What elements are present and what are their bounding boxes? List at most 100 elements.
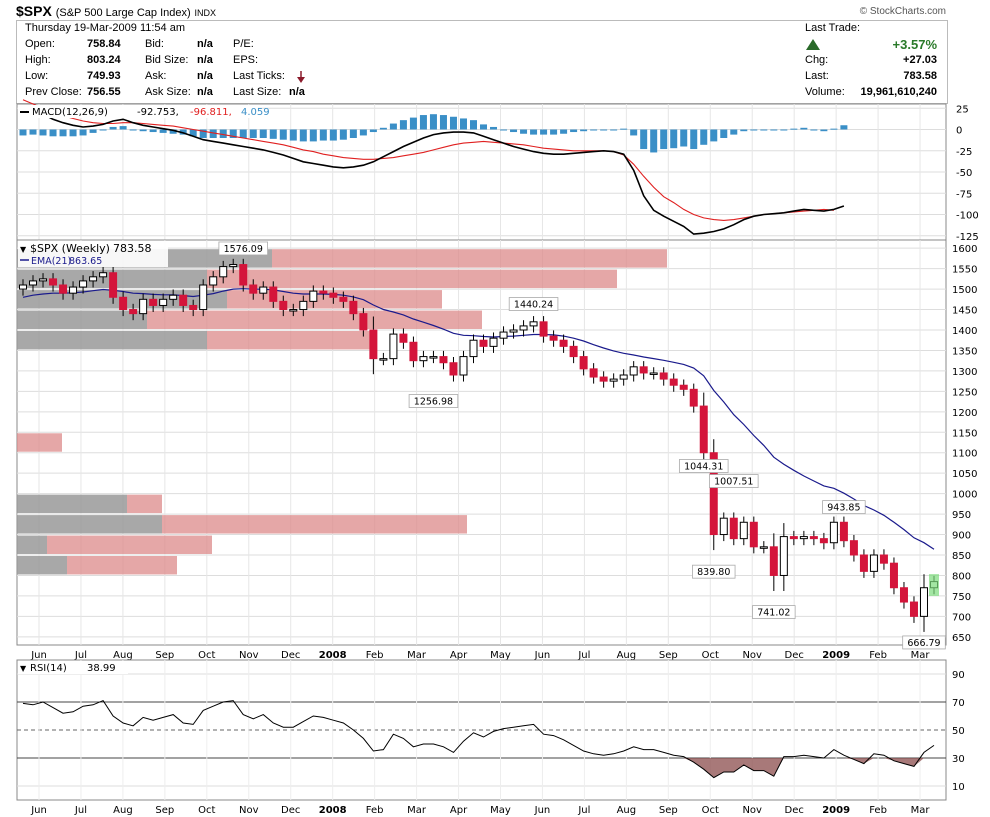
macd-histogram-bar [219, 129, 227, 138]
macd-histogram-bar [159, 129, 167, 133]
last-ticks-label: Last Ticks: [233, 70, 285, 82]
macd-histogram-bar [640, 129, 648, 150]
pe-label: P/E: [233, 38, 254, 50]
candle-up [79, 280, 88, 288]
candle-down [479, 339, 488, 347]
price-annotation-box [508, 297, 559, 311]
macd-series-macd [22, 104, 845, 235]
macd-histogram-bar [620, 128, 628, 130]
volume-by-price-up [207, 269, 617, 289]
rsi-x-tick: Jun [30, 805, 47, 816]
candle-up [469, 339, 478, 358]
macd-histogram-bar [339, 129, 347, 140]
candle-down [49, 278, 58, 286]
price-x-tick: Nov [742, 650, 762, 661]
candle-down [669, 378, 678, 386]
last-value: 783.58 [903, 70, 937, 82]
rsi-x-tick: Dec [281, 805, 300, 816]
price-tick-label: 900 [952, 531, 971, 542]
candle-up [489, 337, 498, 347]
macd-histogram-bar [59, 129, 67, 137]
price-annotation-box [822, 500, 866, 515]
candle-up [199, 284, 208, 311]
candle-up [229, 264, 238, 268]
ask-label: Ask: [145, 70, 167, 82]
candle-down [849, 540, 858, 556]
high-label: High: [25, 54, 51, 66]
quote-box: Thursday 19-Mar-2009 11:54 am Open: 758.… [16, 20, 948, 104]
candle-up [529, 321, 538, 327]
candle-down [639, 366, 648, 374]
macd-histogram-bar [480, 124, 488, 130]
rsi-legend-icon: ▼ [20, 664, 27, 673]
macd-histogram-bar [610, 129, 618, 131]
last-size-label: Last Size: [233, 86, 282, 98]
candle-up [419, 356, 428, 362]
rsi-x-tick: Sep [659, 805, 678, 816]
volume-label: Volume: [805, 86, 845, 98]
macd-histogram-bar [429, 114, 437, 130]
rsi-x-tick: Feb [366, 805, 384, 816]
macd-histogram-bar [229, 129, 237, 138]
prev-close-label: Prev Close: [25, 86, 82, 98]
candle-up [459, 356, 468, 376]
price-x-tick: May [490, 650, 511, 661]
rsi-x-tick: Nov [742, 805, 762, 816]
macd-histogram-bar [530, 129, 538, 135]
macd-histogram-bar [449, 116, 457, 130]
price-annotation-label: 1007.51 [714, 477, 753, 488]
rsi-x-tick: Jul [577, 805, 590, 816]
candle-up [209, 276, 218, 286]
candle-down [589, 368, 598, 378]
macd-histogram-bar [99, 129, 107, 131]
price-label-bg [18, 241, 168, 267]
macd-histogram-bar [199, 129, 207, 138]
candle-down [899, 587, 908, 603]
rsi-tick-label: 90 [952, 670, 965, 681]
candle-down [119, 296, 128, 311]
volume-by-price-down [17, 310, 147, 329]
candle-down [109, 272, 118, 298]
price-annotation-label: 1044.31 [684, 462, 723, 473]
price-x-tick: Jun [534, 650, 551, 661]
rsi-line [22, 699, 935, 779]
macd-histogram-bar [820, 129, 828, 132]
price-x-tick: Oct [702, 650, 719, 661]
macd-histogram-bar [89, 129, 97, 133]
price-annotation-box [408, 394, 459, 408]
macd-histogram-bar [139, 129, 147, 132]
symbol-title: $SPX (S&P 500 Large Cap Index) INDX [16, 3, 216, 19]
macd-histogram-bar [309, 129, 317, 142]
macd-histogram-bar [249, 129, 257, 138]
rsi-x-tick: Nov [239, 805, 259, 816]
candle-up [779, 536, 788, 576]
macd-histogram-bar [269, 129, 277, 139]
exchange: INDX [194, 8, 217, 18]
price-tick-label: 850 [952, 551, 971, 562]
macd-label-bg [18, 105, 258, 118]
macd-histogram-bar [469, 120, 477, 130]
macd-tick-label: -100 [956, 211, 979, 222]
ask-size-value: n/a [197, 86, 213, 98]
candle-down [819, 538, 828, 544]
price-tick-label: 1500 [952, 285, 977, 296]
macd-histogram-bar [810, 129, 818, 131]
price-tick-label: 1200 [952, 408, 977, 419]
macd-histogram-bar [79, 129, 87, 136]
macd-histogram-bar [560, 129, 568, 134]
macd-histogram-bar [490, 126, 498, 130]
macd-histogram-bar [710, 129, 718, 142]
quote-header: $SPX (S&P 500 Large Cap Index) INDX © St… [0, 0, 990, 104]
volume-by-price-up [127, 494, 162, 514]
price-tick-label: 1050 [952, 469, 977, 480]
macd-histogram-bar [39, 129, 47, 136]
macd-histogram-bar [510, 129, 518, 133]
candle-down [329, 292, 338, 298]
signal-value: -96.811, [190, 107, 232, 118]
price-label: $SPX (Weekly) [30, 242, 110, 255]
candle-up [619, 374, 628, 380]
symbol: $SPX [16, 3, 52, 19]
stockcharts-credit[interactable]: © StockCharts.com [859, 6, 946, 17]
price-tick-label: 1450 [952, 306, 977, 317]
